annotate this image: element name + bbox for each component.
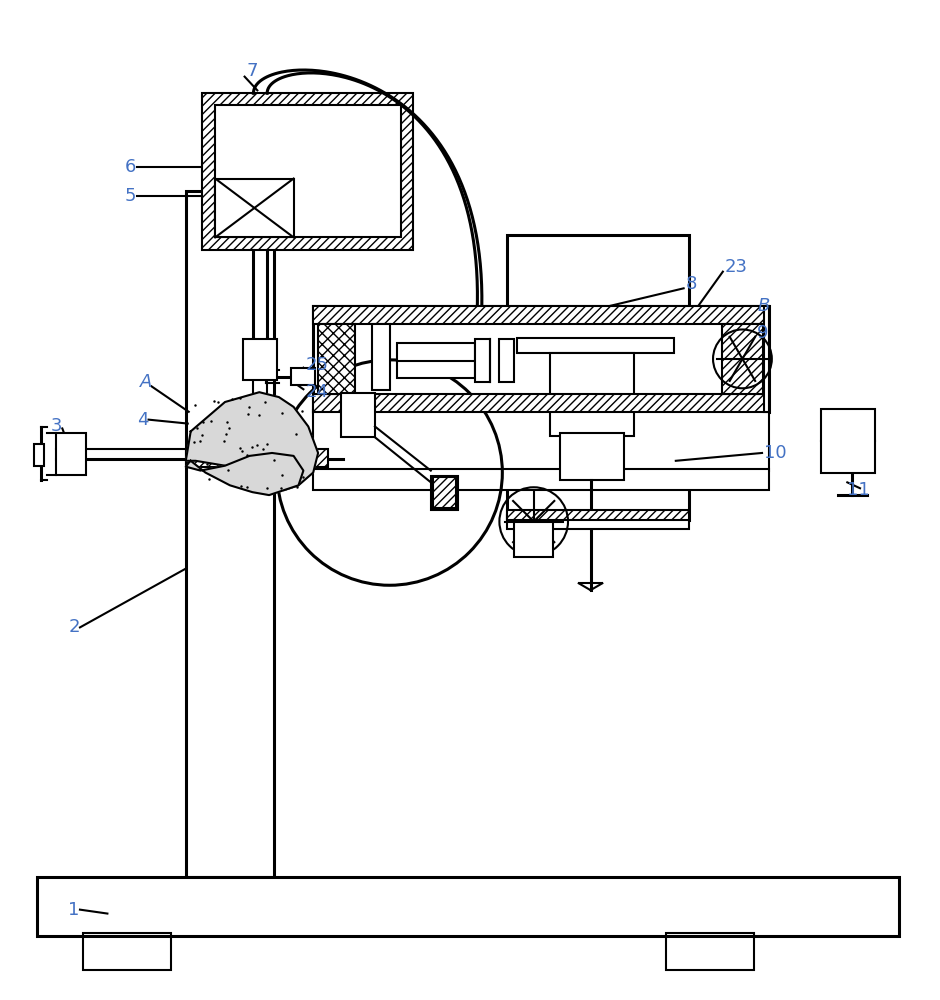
Polygon shape bbox=[186, 392, 318, 490]
Bar bbox=[318, 324, 355, 394]
Text: 11: 11 bbox=[847, 481, 870, 499]
Polygon shape bbox=[186, 453, 304, 495]
Text: A: A bbox=[140, 373, 152, 391]
Bar bbox=[764, 306, 769, 412]
Bar bbox=[34, 444, 43, 466]
Bar bbox=[514, 522, 554, 557]
Text: 10: 10 bbox=[764, 444, 787, 462]
Bar bbox=[397, 343, 475, 377]
Bar bbox=[202, 93, 414, 250]
Bar bbox=[432, 477, 456, 508]
Text: 4: 4 bbox=[137, 411, 149, 429]
Text: 8: 8 bbox=[685, 275, 697, 293]
Bar bbox=[517, 338, 674, 353]
Bar bbox=[550, 353, 634, 436]
Bar bbox=[431, 476, 458, 510]
Bar bbox=[37, 877, 900, 936]
Text: 2: 2 bbox=[69, 618, 80, 636]
Bar bbox=[290, 368, 315, 385]
Text: 5: 5 bbox=[125, 187, 136, 205]
Bar bbox=[186, 191, 274, 877]
Bar bbox=[560, 433, 624, 480]
Text: 3: 3 bbox=[51, 417, 62, 435]
Text: B: B bbox=[757, 297, 770, 315]
Bar bbox=[56, 433, 86, 475]
Bar bbox=[508, 515, 688, 529]
Bar bbox=[508, 235, 688, 520]
Bar bbox=[821, 409, 875, 473]
Bar bbox=[83, 933, 171, 970]
Bar bbox=[313, 306, 769, 412]
Bar bbox=[243, 339, 277, 380]
Bar bbox=[313, 394, 769, 412]
Text: 1: 1 bbox=[69, 901, 80, 919]
Bar bbox=[666, 933, 754, 970]
Bar bbox=[186, 449, 328, 467]
Text: 23: 23 bbox=[725, 258, 748, 276]
Bar bbox=[499, 339, 514, 382]
Bar bbox=[722, 324, 763, 394]
Text: 25: 25 bbox=[306, 356, 328, 374]
Text: 9: 9 bbox=[757, 324, 769, 342]
Text: 7: 7 bbox=[246, 62, 258, 80]
Bar bbox=[340, 393, 375, 437]
Text: 24: 24 bbox=[306, 383, 328, 401]
Bar bbox=[215, 179, 293, 237]
Bar bbox=[313, 306, 769, 324]
Bar bbox=[475, 339, 490, 382]
Bar bbox=[313, 469, 769, 490]
Bar bbox=[508, 510, 688, 520]
Text: 6: 6 bbox=[125, 158, 136, 176]
Bar bbox=[313, 410, 769, 471]
Bar bbox=[372, 324, 390, 390]
Bar bbox=[215, 105, 401, 237]
